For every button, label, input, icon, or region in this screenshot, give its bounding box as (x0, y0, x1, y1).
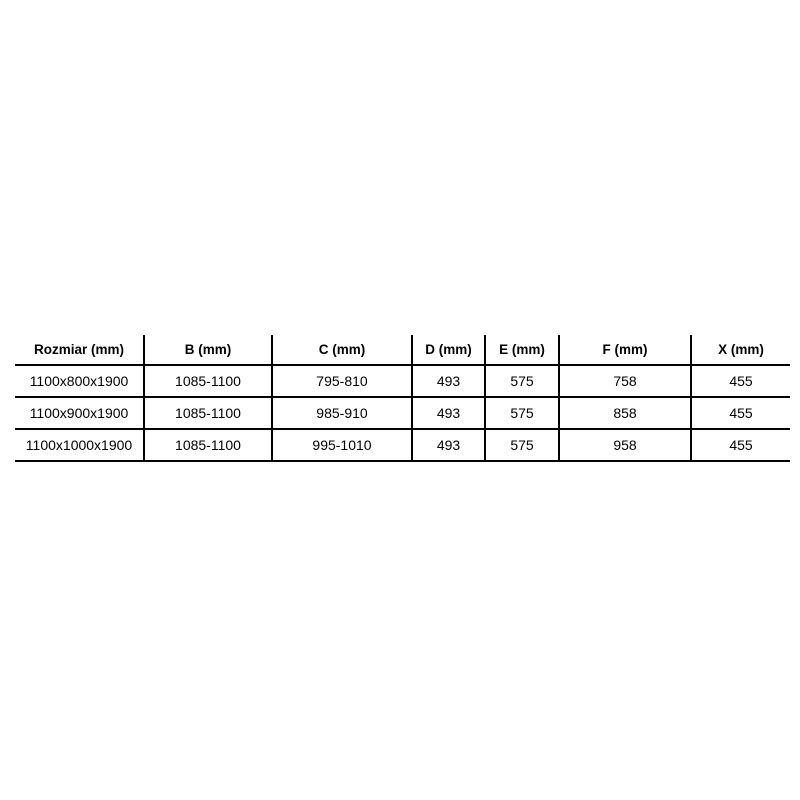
header-f: F (mm) (558, 335, 692, 366)
cell-c: 795-810 (271, 364, 413, 398)
cell-rozmiar: 1100x1000x1900 (15, 428, 145, 462)
cell-d: 493 (411, 364, 486, 398)
header-c: C (mm) (271, 335, 413, 366)
header-b: B (mm) (143, 335, 273, 366)
header-e: E (mm) (484, 335, 560, 366)
cell-b: 1085-1100 (143, 428, 273, 462)
cell-b: 1085-1100 (143, 396, 273, 430)
cell-e: 575 (484, 396, 560, 430)
cell-f: 958 (558, 428, 692, 462)
cell-c: 995-1010 (271, 428, 413, 462)
cell-e: 575 (484, 428, 560, 462)
cell-x: 455 (690, 364, 790, 398)
table-row: 1100x1000x1900 1085-1100 995-1010 493 57… (15, 428, 790, 462)
table-row: 1100x800x1900 1085-1100 795-810 493 575 … (15, 364, 790, 398)
cell-b: 1085-1100 (143, 364, 273, 398)
cell-rozmiar: 1100x900x1900 (15, 396, 145, 430)
cell-f: 758 (558, 364, 692, 398)
cell-x: 455 (690, 428, 790, 462)
cell-f: 858 (558, 396, 692, 430)
cell-e: 575 (484, 364, 560, 398)
dimensions-table: Rozmiar (mm) B (mm) C (mm) D (mm) E (mm)… (15, 335, 790, 462)
header-row: Rozmiar (mm) B (mm) C (mm) D (mm) E (mm)… (15, 335, 790, 366)
header-d: D (mm) (411, 335, 486, 366)
dimensions-table-container: Rozmiar (mm) B (mm) C (mm) D (mm) E (mm)… (15, 335, 790, 462)
header-rozmiar: Rozmiar (mm) (15, 335, 145, 366)
cell-rozmiar: 1100x800x1900 (15, 364, 145, 398)
cell-x: 455 (690, 396, 790, 430)
cell-d: 493 (411, 428, 486, 462)
header-x: X (mm) (690, 335, 790, 366)
table-row: 1100x900x1900 1085-1100 985-910 493 575 … (15, 396, 790, 430)
cell-d: 493 (411, 396, 486, 430)
cell-c: 985-910 (271, 396, 413, 430)
